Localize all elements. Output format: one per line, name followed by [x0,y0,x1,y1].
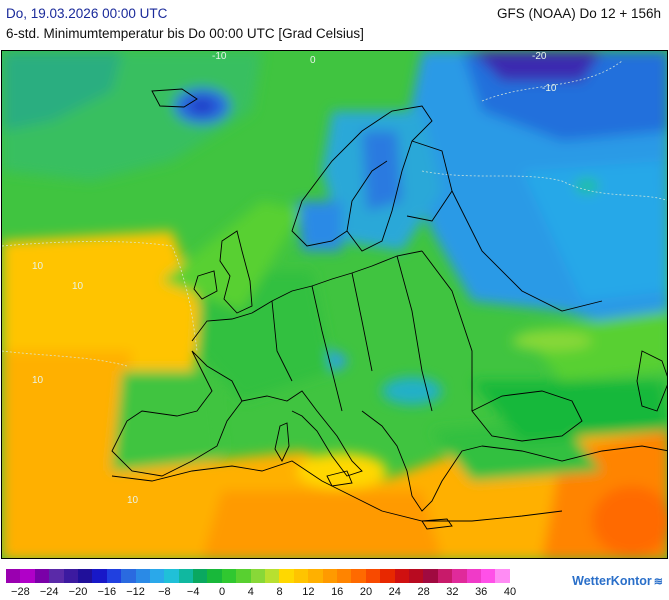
legend-tick-label: 12 [302,586,315,598]
legend-tick-label: 20 [359,586,373,598]
legend-swatch [135,569,150,583]
legend-swatch [164,569,179,583]
legend-swatch [34,569,50,583]
contour-label: 10 [32,375,44,386]
legend-swatch [149,569,165,583]
legend-tick-label: 40 [503,586,517,598]
legend-swatch [92,569,107,583]
map-canvas: -20 -10 -10 0 10 10 10 10 [2,51,667,558]
legend-tick-label: −12 [126,586,145,598]
map-subtitle: 6-std. Minimumtemperatur bis Do 00:00 UT… [6,26,364,41]
legend-swatch [365,569,381,583]
legend-swatch [279,569,294,583]
legend-swatch [466,569,481,583]
legend-swatch [351,569,366,583]
legend-swatch [380,569,395,583]
legend-swatch [106,569,122,583]
forecast-date: Do, 19.03.2026 00:00 UTC [6,6,168,21]
legend-swatch [49,569,64,583]
coastlines [111,88,667,530]
legend-tick-label: 36 [475,586,488,598]
legend-tick-label: −16 [97,586,117,598]
legend-tick-label: 24 [388,586,401,598]
legend-tick-label: 32 [446,586,459,598]
legend-swatch [423,569,438,583]
legend-swatch [20,569,35,583]
legend-tick-label: −24 [39,586,59,598]
legend-tick-label: −4 [186,586,200,598]
legend-swatch [322,569,337,583]
legend-tick-label: 4 [247,586,254,598]
legend-tick-label: −8 [158,586,171,598]
legend-swatch [193,569,208,583]
legend-swatch [394,569,409,583]
legend-tick-label: 28 [417,586,430,598]
legend-swatch [452,569,467,583]
brand-logo: WetterKontor ≋ [572,574,663,588]
legend-swatch [236,569,251,583]
contour-label-group: -20 -10 -10 0 10 10 10 10 [32,51,557,506]
legend-ticks: −28 −24 −20 −16 −12 −8 −4 0 4 8 12 16 20 24 28 32 36 40 [6,586,546,600]
legend-swatch [178,569,194,583]
legend-swatch [265,569,280,583]
contour-label: -10 [542,83,557,94]
model-run-label: GFS (NOAA) Do 12 + 156h [497,6,661,21]
legend-tick-label: 8 [276,586,283,598]
legend-swatch [221,569,237,583]
legend-swatch [336,569,352,583]
contour-label: 10 [72,281,84,292]
contour-lines [2,60,667,367]
contour-label: 0 [310,55,316,66]
legend-swatch [121,569,136,583]
legend-swatch [6,569,21,583]
wave-icon: ≋ [653,576,663,588]
legend-tick-label: −28 [11,586,30,598]
legend-swatch [207,569,222,583]
legend-tick-label: 16 [331,586,344,598]
contour-label: 10 [32,261,44,272]
temperature-map: -20 -10 -10 0 10 10 10 10 [1,50,668,559]
legend-swatch [408,569,424,583]
color-legend [6,569,510,583]
legend-swatch [308,569,323,583]
legend-tick-label: 0 [218,586,226,598]
contour-label: 10 [127,495,139,506]
legend-swatch [495,569,510,583]
legend-swatch [77,569,93,583]
legend-tick-label: −20 [68,586,88,598]
legend-swatch [480,569,496,583]
contour-label: -10 [212,51,227,62]
legend-swatch [437,569,453,583]
legend-swatch [250,569,266,583]
contour-label: -20 [532,51,547,62]
legend-swatch [293,569,309,583]
legend-swatch [63,569,78,583]
